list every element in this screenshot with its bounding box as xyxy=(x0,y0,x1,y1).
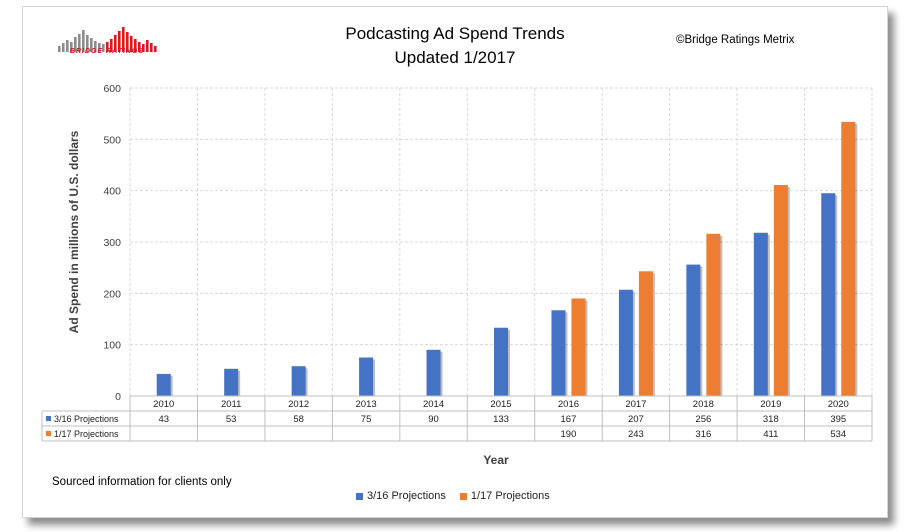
bar-series-1 xyxy=(224,368,239,396)
logo-text: BRIDGE RATINGS xyxy=(69,48,145,55)
logo-bar xyxy=(58,46,61,52)
table-value: 75 xyxy=(361,414,372,425)
logo-bar xyxy=(118,31,121,52)
bar-series-1 xyxy=(359,357,374,396)
logo-bar xyxy=(134,39,137,52)
table-series-label: 3/16 Projections xyxy=(54,414,119,424)
table-value: 43 xyxy=(158,414,169,425)
y-tick-label: 300 xyxy=(103,237,121,249)
bar-series-1 xyxy=(426,349,441,396)
logo-bar xyxy=(146,40,149,52)
y-tick-label: 500 xyxy=(103,134,121,146)
logo-bar xyxy=(62,43,65,52)
table-value: 207 xyxy=(628,414,644,425)
copyright-text: ©Bridge Ratings Metrix xyxy=(676,34,795,46)
logo-bar xyxy=(102,44,105,52)
x-tick-label: 2014 xyxy=(423,399,444,410)
y-tick-label: 600 xyxy=(103,83,121,95)
table-value: 318 xyxy=(763,414,779,425)
logo-bar xyxy=(98,43,101,52)
logo-bar xyxy=(90,38,93,52)
x-tick-label: 2020 xyxy=(828,399,849,410)
logo-bar xyxy=(82,30,85,52)
logo-bar xyxy=(138,42,141,52)
table-value: 395 xyxy=(830,414,846,425)
x-tick-label: 2019 xyxy=(760,399,781,410)
bar-series-2 xyxy=(571,298,586,396)
x-tick-label: 2017 xyxy=(625,399,646,410)
logo-bar xyxy=(122,27,125,52)
logo-bar xyxy=(86,35,89,52)
x-tick-label: 2012 xyxy=(288,399,309,410)
logo-bar xyxy=(142,44,145,52)
x-tick-label: 2018 xyxy=(693,399,714,410)
table-value: 190 xyxy=(561,429,577,440)
title-line-1: Podcasting Ad Spend Trends xyxy=(345,24,565,43)
bar-series-2 xyxy=(841,121,856,396)
table-legend-key xyxy=(46,431,51,436)
bar-series-1 xyxy=(156,373,171,396)
logo-bar xyxy=(94,41,97,52)
logo-bar xyxy=(114,35,117,52)
bar-series-1 xyxy=(821,193,836,396)
logo-bar xyxy=(150,43,153,52)
table-value: 167 xyxy=(561,414,577,425)
x-axis-title: Year xyxy=(483,453,509,467)
bar-series-1 xyxy=(753,232,768,396)
y-tick-label: 0 xyxy=(115,391,121,403)
legend-label-series-1: 3/16 Projections xyxy=(367,490,446,502)
table-value: 90 xyxy=(428,414,439,425)
bar-series-2 xyxy=(638,271,653,396)
table-value: 58 xyxy=(293,414,304,425)
table-value: 133 xyxy=(493,414,509,425)
logo-bar xyxy=(106,42,109,52)
x-tick-label: 2011 xyxy=(221,399,241,410)
x-tick-label: 2013 xyxy=(356,399,377,410)
table-value: 411 xyxy=(763,429,778,440)
bar-series-1 xyxy=(494,327,508,396)
legend-item-series-1: 3/16 Projections xyxy=(356,490,446,502)
table-legend-key xyxy=(46,416,51,421)
x-tick-label: 2015 xyxy=(490,399,511,410)
x-tick-label: 2016 xyxy=(558,399,579,410)
bridge-ratings-logo xyxy=(58,27,157,52)
logo-bar xyxy=(130,36,133,52)
table-value: 316 xyxy=(695,429,711,440)
logo-bar xyxy=(70,42,73,52)
table-value: 256 xyxy=(695,414,711,425)
chart-title: Podcasting Ad Spend Trends Updated 1/201… xyxy=(300,22,610,70)
y-tick-label: 200 xyxy=(103,288,121,300)
bar-series-1 xyxy=(551,310,566,396)
bar-series-2 xyxy=(773,185,788,396)
logo-bar xyxy=(154,46,157,52)
logo-bar xyxy=(110,39,113,52)
table-value: 243 xyxy=(628,429,644,440)
legend: 3/16 Projections 1/17 Projections xyxy=(356,490,550,502)
bar-series-2 xyxy=(706,233,721,396)
sourced-note: Sourced information for clients only xyxy=(52,476,232,488)
logo-bar xyxy=(74,37,77,52)
legend-swatch-series-2 xyxy=(459,492,467,500)
logo-bar xyxy=(78,34,81,52)
logo-bar xyxy=(66,40,69,52)
logo-bar xyxy=(126,32,129,52)
bar-series-1 xyxy=(686,264,701,396)
x-tick-label: 2010 xyxy=(153,399,174,410)
legend-item-series-2: 1/17 Projections xyxy=(459,490,550,502)
y-tick-label: 400 xyxy=(103,186,121,198)
table-series-label: 1/17 Projections xyxy=(54,429,119,439)
bar-series-1 xyxy=(618,289,633,396)
y-tick-label: 100 xyxy=(103,340,121,352)
table-value: 53 xyxy=(226,414,237,425)
legend-swatch-series-1 xyxy=(356,492,363,500)
legend-label-series-2: 1/17 Projections xyxy=(470,490,550,502)
title-line-2: Updated 1/2017 xyxy=(394,48,516,67)
bar-series-1 xyxy=(291,366,306,396)
table-value: 534 xyxy=(830,429,846,440)
